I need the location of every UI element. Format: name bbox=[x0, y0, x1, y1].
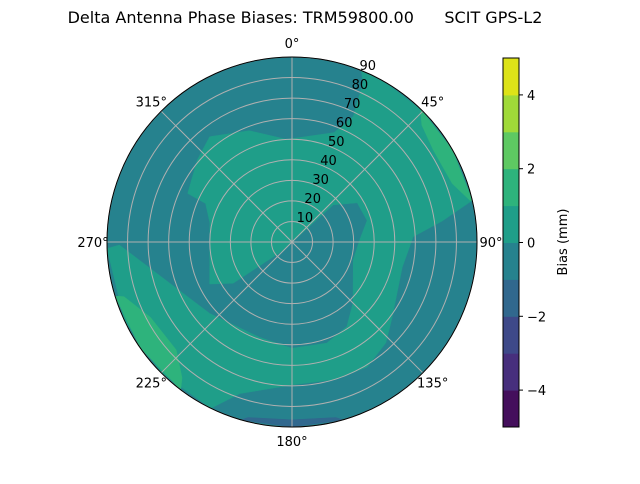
colorbar: 4 2 0 −2 −4 bbox=[502, 57, 546, 428]
radial-tick-label: 60 bbox=[336, 116, 353, 131]
colorbar-band bbox=[503, 205, 519, 243]
angular-gridline bbox=[160, 110, 293, 243]
colorbar-band bbox=[503, 58, 519, 96]
angle-tick-label: 90° bbox=[479, 236, 502, 251]
colorbar-band bbox=[503, 94, 519, 133]
angle-tick-label: 135° bbox=[417, 377, 448, 392]
colorbar-label: Bias (mm) bbox=[556, 209, 571, 276]
angle-tick-label: 0° bbox=[285, 37, 300, 52]
chart-title: Delta Antenna Phase Biases: TRM59800.00 … bbox=[68, 8, 543, 27]
radial-tick-label: 80 bbox=[352, 78, 369, 93]
colorbar-band bbox=[503, 353, 519, 391]
colorbar-band bbox=[503, 390, 519, 428]
contour-region-1 bbox=[420, 108, 473, 202]
colorbar-tick-label: 2 bbox=[527, 163, 535, 178]
colorbar-tick-label: −2 bbox=[527, 310, 546, 325]
angle-tick-label: 180° bbox=[276, 435, 307, 450]
radial-tick-labels: 10 20 30 40 50 60 70 80 90 bbox=[297, 59, 376, 226]
contour-region-2 bbox=[114, 295, 183, 391]
radial-tick-label: 90 bbox=[360, 59, 377, 74]
radial-tick-label: 30 bbox=[312, 173, 329, 188]
angle-tick-label: 225° bbox=[136, 377, 167, 392]
angle-tick-labels: 0° 45° 90° 135° 180° 225° 270° 315° bbox=[77, 37, 502, 450]
angle-tick-label: 315° bbox=[136, 95, 167, 110]
angle-tick-label: 45° bbox=[421, 95, 444, 110]
polar-frame bbox=[106, 56, 478, 428]
colorbar-band bbox=[503, 279, 519, 317]
radial-tick-label: 40 bbox=[320, 154, 337, 169]
colorbar-tick-label: 4 bbox=[527, 89, 535, 104]
radial-tick-label: 20 bbox=[304, 192, 321, 207]
colorbar-tick-label: 0 bbox=[527, 237, 535, 252]
colorbar-band bbox=[503, 316, 519, 354]
radial-tick-label: 10 bbox=[297, 211, 314, 226]
colorbar-band bbox=[503, 242, 519, 280]
angular-gridline bbox=[160, 241, 293, 374]
angular-gridline bbox=[291, 110, 424, 243]
radial-tick-label: 50 bbox=[328, 135, 345, 150]
radial-tick-label: 70 bbox=[344, 97, 361, 112]
polar-plot: 0° 45° 90° 135° 180° 225° 270° 315° 10 20 30 40 50 6… bbox=[77, 37, 502, 450]
polar-grid bbox=[106, 56, 478, 428]
angular-gridline bbox=[291, 241, 424, 374]
colorbar-tick-label: −4 bbox=[527, 384, 546, 399]
colorbar-band bbox=[503, 168, 519, 207]
angle-tick-label: 270° bbox=[77, 236, 108, 251]
colorbar-band bbox=[503, 131, 519, 170]
